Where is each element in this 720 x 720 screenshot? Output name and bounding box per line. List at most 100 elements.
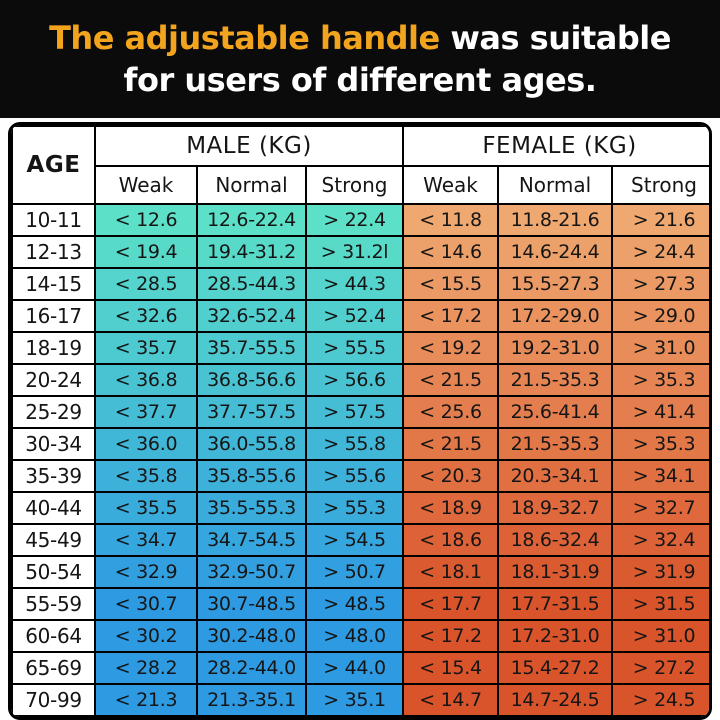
female-weak-cell: < 18.1 <box>402 555 499 589</box>
age-cell: 10-11 <box>11 203 96 237</box>
female-normal-cell: 18.1-31.9 <box>497 555 613 589</box>
female-strong-cell: > 31.9 <box>610 555 709 589</box>
female-weak-cell: < 25.6 <box>402 395 499 429</box>
female-strong-cell: > 35.3 <box>610 363 709 397</box>
male-weak-cell: < 19.4 <box>94 235 198 269</box>
female-weak-cell: < 14.6 <box>402 235 499 269</box>
table-row: 20-24 < 36.8 36.8-56.6 > 56.6 < 21.5 21.5-35.… <box>11 363 709 397</box>
age-cell: 20-24 <box>11 363 96 397</box>
male-strong-cell: > 35.1 <box>305 683 404 717</box>
table-row: 50-54 < 32.9 32.9-50.7 > 50.7 < 18.1 18.1-31.… <box>11 555 709 589</box>
table-row: 65-69 < 28.2 28.2-44.0 > 44.0 < 15.4 15.4-27.… <box>11 651 709 685</box>
sub-header-row: Weak Normal Strong Weak Normal Strong <box>12 165 709 205</box>
female-weak-cell: < 19.2 <box>402 331 499 365</box>
male-weak-cell: < 32.6 <box>94 299 198 333</box>
male-normal-cell: 28.2-44.0 <box>196 651 307 685</box>
female-strong-cell: > 31.0 <box>610 331 709 365</box>
male-weak-cell: < 34.7 <box>94 523 198 557</box>
male-normal-cell: 35.7-55.5 <box>196 331 307 365</box>
female-group-header: FEMALE (KG) <box>401 125 709 167</box>
male-weak-cell: < 35.8 <box>94 459 198 493</box>
male-normal-cell: 12.6-22.4 <box>196 203 307 237</box>
table-row: 45-49 < 34.7 34.7-54.5 > 54.5 < 18.6 18.6-32.… <box>11 523 709 557</box>
female-normal-cell: 25.6-41.4 <box>497 395 613 429</box>
table-row: 12-13 < 19.4 19.4-31.2 > 31.2l < 14.6 14.6-24… <box>11 235 709 269</box>
table-row: 30-34 < 36.0 36.0-55.8 > 55.8 < 21.5 21.5-35.… <box>11 427 709 461</box>
male-weak-header: Weak <box>94 165 198 205</box>
banner-highlight-text: The adjustable handle <box>49 18 440 57</box>
age-cell: 55-59 <box>11 587 96 621</box>
female-strong-cell: > 29.0 <box>610 299 709 333</box>
female-normal-cell: 14.6-24.4 <box>497 235 613 269</box>
male-weak-cell: < 36.0 <box>94 427 198 461</box>
age-header-cell: AGE <box>11 125 96 205</box>
male-weak-cell: < 30.2 <box>94 619 198 653</box>
table-row: 25-29 < 37.7 37.7-57.5 > 57.5 < 25.6 25.6-41.… <box>11 395 709 429</box>
male-normal-cell: 35.5-55.3 <box>196 491 307 525</box>
male-normal-cell: 30.7-48.5 <box>196 587 307 621</box>
table-head: AGE MALE (KG) FEMALE (KG) Weak Normal St… <box>11 125 709 205</box>
male-normal-cell: 37.7-57.5 <box>196 395 307 429</box>
male-normal-cell: 21.3-35.1 <box>196 683 307 717</box>
male-strong-cell: > 54.5 <box>305 523 404 557</box>
female-strong-cell: > 21.6 <box>610 203 709 237</box>
female-normal-cell: 19.2-31.0 <box>497 331 613 365</box>
table-row: 10-11 < 12.6 12.6-22.4 > 22.4 < 11.8 11.8-21.… <box>11 203 709 237</box>
banner-rest-text: was suitable <box>439 18 671 57</box>
male-normal-cell: 36.0-55.8 <box>196 427 307 461</box>
female-weak-cell: < 17.2 <box>402 619 499 653</box>
male-strong-cell: > 50.7 <box>305 555 404 589</box>
male-normal-cell: 32.6-52.4 <box>196 299 307 333</box>
female-weak-cell: < 17.7 <box>402 587 499 621</box>
male-normal-header: Normal <box>196 165 307 205</box>
table-row: 60-64 < 30.2 30.2-48.0 > 48.0 < 17.2 17.2-31.… <box>11 619 709 653</box>
table-row: 55-59 < 30.7 30.7-48.5 > 48.5 < 17.7 17.7-31.… <box>11 587 709 621</box>
male-weak-cell: < 36.8 <box>94 363 198 397</box>
male-strong-cell: > 55.5 <box>305 331 404 365</box>
female-strong-cell: > 24.5 <box>610 683 709 717</box>
female-normal-cell: 17.2-29.0 <box>497 299 613 333</box>
age-cell: 45-49 <box>11 523 96 557</box>
banner: The adjustable handle was suitable for u… <box>0 0 720 118</box>
male-strong-cell: > 48.0 <box>305 619 404 653</box>
male-strong-cell: > 55.8 <box>305 427 404 461</box>
table-row: 14-15 < 28.5 28.5-44.3 > 44.3 < 15.5 15.5-27.… <box>11 267 709 301</box>
male-weak-cell: < 32.9 <box>94 555 198 589</box>
female-weak-cell: < 15.4 <box>402 651 499 685</box>
male-normal-cell: 34.7-54.5 <box>196 523 307 557</box>
female-weak-cell: < 15.5 <box>402 267 499 301</box>
group-header-row: AGE MALE (KG) FEMALE (KG) <box>11 125 709 205</box>
male-weak-cell: < 12.6 <box>94 203 198 237</box>
female-weak-cell: < 18.9 <box>402 491 499 525</box>
table-row: 18-19 < 35.7 35.7-55.5 > 55.5 < 19.2 19.2-31.… <box>11 331 709 365</box>
male-strong-cell: > 44.3 <box>305 267 404 301</box>
female-strong-cell: > 31.5 <box>610 587 709 621</box>
female-strong-cell: > 35.3 <box>610 427 709 461</box>
female-strong-cell: > 27.3 <box>610 267 709 301</box>
female-normal-cell: 15.4-27.2 <box>497 651 613 685</box>
female-weak-cell: < 18.6 <box>402 523 499 557</box>
male-group-header: MALE (KG) <box>94 125 404 167</box>
age-cell: 50-54 <box>11 555 96 589</box>
age-cell: 14-15 <box>11 267 96 301</box>
table-body: 10-11 < 12.6 12.6-22.4 > 22.4 < 11.8 11.8-21.… <box>11 203 709 717</box>
female-normal-cell: 17.2-31.0 <box>497 619 613 653</box>
female-normal-cell: 18.9-32.7 <box>497 491 613 525</box>
female-weak-cell: < 11.8 <box>402 203 499 237</box>
female-strong-cell: > 32.4 <box>610 523 709 557</box>
male-weak-cell: < 30.7 <box>94 587 198 621</box>
female-normal-cell: 20.3-34.1 <box>497 459 613 493</box>
female-strong-cell: > 31.0 <box>610 619 709 653</box>
banner-title-line1: The adjustable handle was suitable <box>49 17 671 59</box>
female-weak-cell: < 21.5 <box>402 427 499 461</box>
male-weak-cell: < 35.7 <box>94 331 198 365</box>
age-cell: 70-99 <box>11 683 96 717</box>
female-weak-cell: < 20.3 <box>402 459 499 493</box>
male-strong-header: Strong <box>305 165 404 205</box>
female-normal-cell: 21.5-35.3 <box>497 363 613 397</box>
age-cell: 65-69 <box>11 651 96 685</box>
male-weak-cell: < 28.5 <box>94 267 198 301</box>
age-cell: 16-17 <box>11 299 96 333</box>
strength-table-container: AGE MALE (KG) FEMALE (KG) Weak Normal St… <box>8 122 712 720</box>
female-normal-cell: 18.6-32.4 <box>497 523 613 557</box>
